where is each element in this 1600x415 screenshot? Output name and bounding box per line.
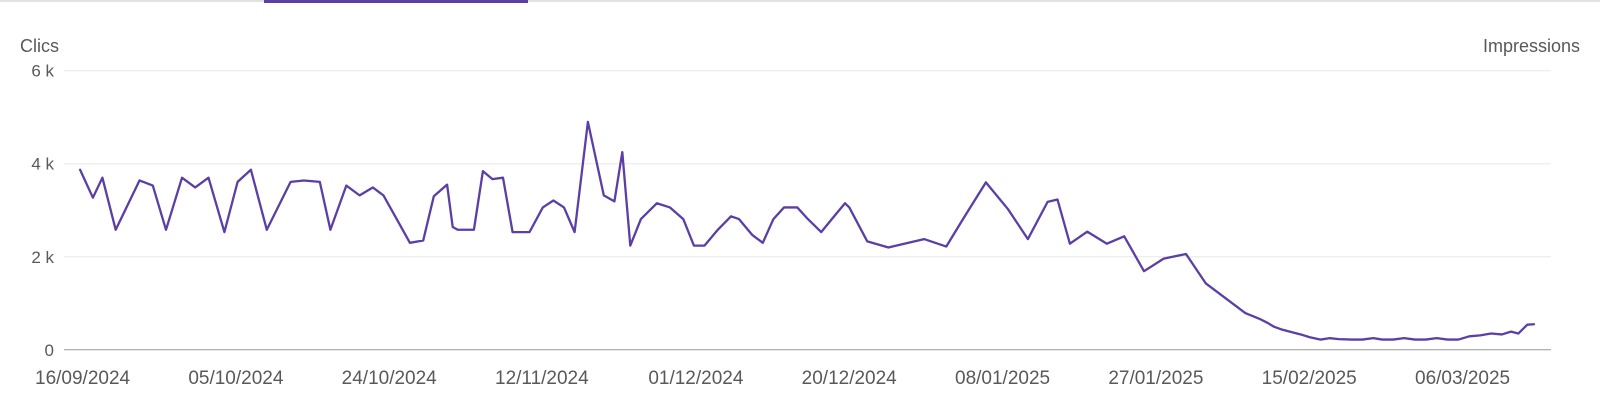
- svg-text:05/10/2024: 05/10/2024: [188, 368, 284, 389]
- svg-text:24/10/2024: 24/10/2024: [342, 368, 438, 389]
- svg-text:2 k: 2 k: [31, 248, 54, 267]
- svg-text:15/02/2025: 15/02/2025: [1262, 368, 1357, 389]
- svg-text:0: 0: [45, 341, 54, 360]
- svg-text:08/01/2025: 08/01/2025: [955, 368, 1050, 389]
- svg-text:20/12/2024: 20/12/2024: [802, 368, 898, 389]
- svg-text:16/09/2024: 16/09/2024: [35, 368, 131, 389]
- svg-text:06/03/2025: 06/03/2025: [1415, 368, 1510, 389]
- svg-text:01/12/2024: 01/12/2024: [648, 368, 744, 389]
- svg-text:12/11/2024: 12/11/2024: [495, 368, 589, 389]
- svg-text:6 k: 6 k: [31, 62, 54, 81]
- svg-text:27/01/2025: 27/01/2025: [1108, 368, 1203, 389]
- svg-text:4 k: 4 k: [31, 155, 54, 174]
